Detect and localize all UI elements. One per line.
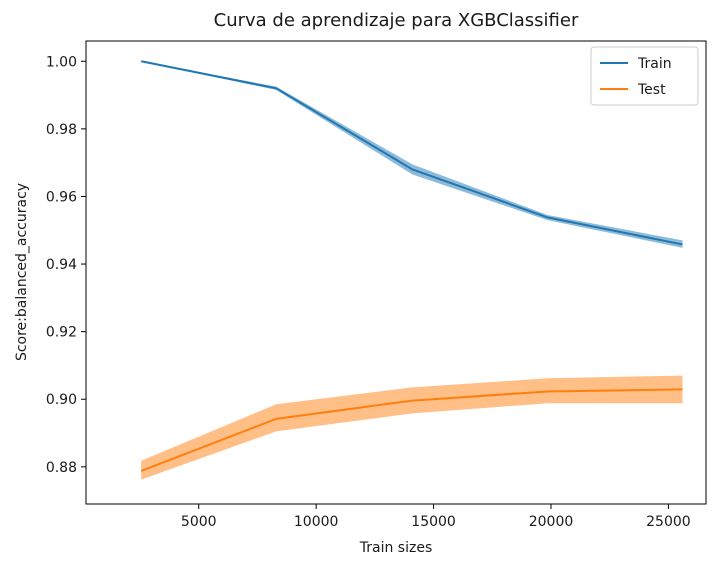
- y-tick-label: 0.94: [46, 257, 77, 273]
- y-tick-label: 1.00: [46, 54, 77, 70]
- test-line: [140, 388, 683, 472]
- plot-frame: [85, 40, 707, 505]
- x-axis-ticks: 5000 10000 15000 20000 25000: [181, 504, 691, 530]
- series-lines: [140, 60, 683, 472]
- legend-label-train: Train: [637, 56, 672, 72]
- x-tick-label: 10000: [294, 514, 339, 530]
- legend-label-test: Test: [637, 82, 666, 98]
- y-tick-label: 0.96: [46, 189, 77, 205]
- confidence-bands: [141, 61, 683, 480]
- legend-box: [590, 46, 699, 106]
- y-axis-ticks: 0.88 0.90 0.92 0.94 0.96 0.98 1.00: [46, 54, 86, 476]
- legend: Train Test: [590, 46, 699, 106]
- x-tick-label: 15000: [411, 514, 456, 530]
- y-tick-label: 0.92: [46, 325, 77, 341]
- test-band: [141, 375, 683, 480]
- y-tick-label: 0.88: [46, 460, 77, 476]
- train-line: [140, 60, 683, 246]
- y-tick-label: 0.98: [46, 122, 77, 138]
- y-tick-label: 0.90: [46, 392, 77, 408]
- x-tick-label: 20000: [529, 514, 574, 530]
- x-tick-label: 25000: [646, 514, 691, 530]
- x-axis-label: Train sizes: [359, 540, 432, 556]
- chart-title: Curva de aprendizaje para XGBClassifier: [214, 10, 579, 31]
- y-axis-label: Score:balanced_accuracy: [14, 183, 30, 361]
- x-tick-label: 5000: [181, 514, 217, 530]
